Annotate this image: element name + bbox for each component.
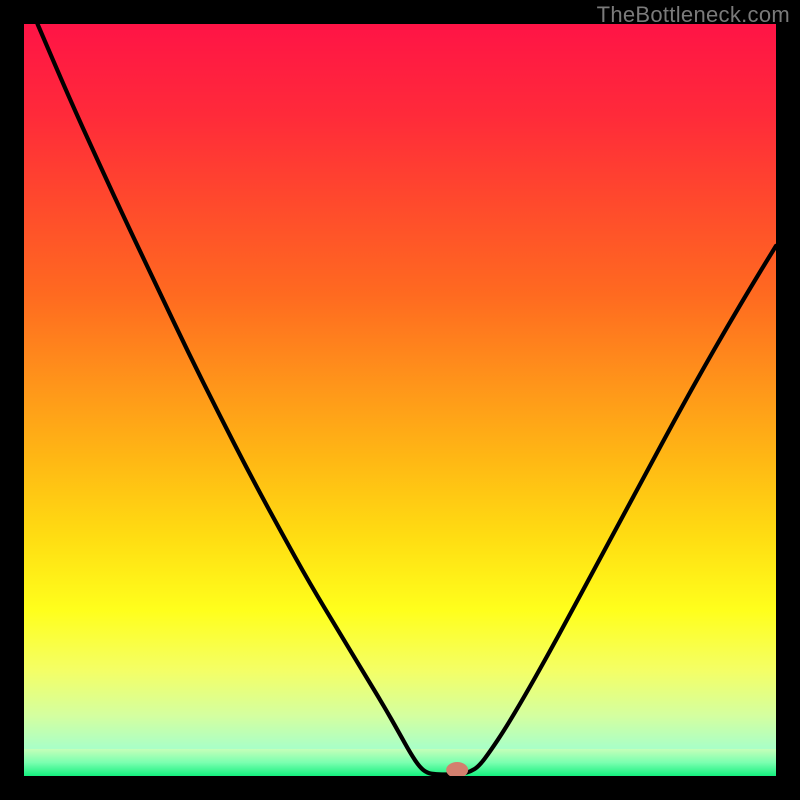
plot-area: [24, 24, 776, 776]
watermark-label: TheBottleneck.com: [597, 2, 790, 28]
chart-svg: [24, 24, 776, 776]
green-floor-band: [24, 749, 776, 776]
plot-background: [24, 24, 776, 776]
chart-frame: TheBottleneck.com: [0, 0, 800, 800]
